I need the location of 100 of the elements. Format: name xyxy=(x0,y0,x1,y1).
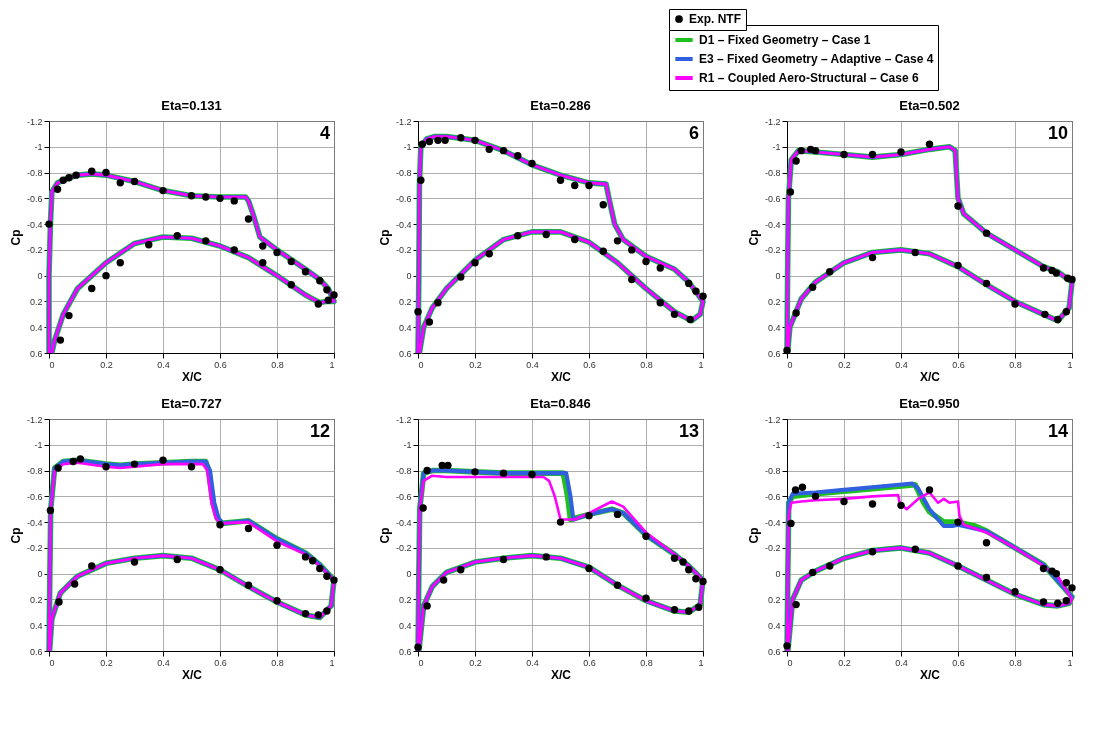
chart-title: Eta=0.131 xyxy=(161,98,222,113)
y-tick-label: 0.2 xyxy=(29,296,43,307)
x-tick-label: 0.8 xyxy=(271,657,284,668)
y-tick-label: 0.6 xyxy=(767,646,781,657)
x-tick-label: 0.8 xyxy=(640,359,653,370)
y-tick-label: 0 xyxy=(406,271,412,282)
x-tick-label: 0.2 xyxy=(838,359,851,370)
y-tick-label: -0.6 xyxy=(26,491,43,502)
chart-title: Eta=0.846 xyxy=(530,396,591,411)
y-tick-label: -1.2 xyxy=(26,116,43,127)
y-tick-label: 0.4 xyxy=(398,620,412,631)
x-tick-label: 0 xyxy=(49,359,55,370)
y-tick-label: -0.4 xyxy=(764,219,781,230)
chart-title: Eta=0.502 xyxy=(899,98,960,113)
y-tick-label: -0.6 xyxy=(26,193,43,204)
x-tick-label: 0.8 xyxy=(271,359,284,370)
x-tick-label: 0.4 xyxy=(157,359,170,370)
y-tick-label: 0.2 xyxy=(767,594,781,605)
y-axis-title: Cp xyxy=(746,527,761,544)
y-tick-label: 0 xyxy=(775,569,781,580)
x-axis-title: X/C xyxy=(181,369,203,384)
y-tick-label: -1.2 xyxy=(395,116,412,127)
x-tick-label: 1 xyxy=(329,657,335,668)
x-tick-label: 1 xyxy=(329,359,335,370)
x-tick-label: 0 xyxy=(418,359,424,370)
y-tick-label: 0.6 xyxy=(767,348,781,359)
y-tick-label: 0.6 xyxy=(398,348,412,359)
y-tick-label: -1 xyxy=(403,440,412,451)
y-tick-label: -0.8 xyxy=(764,168,781,179)
y-tick-label: 0 xyxy=(37,569,43,580)
y-tick-label: -0.8 xyxy=(764,466,781,477)
x-tick-label: 0.2 xyxy=(469,359,482,370)
x-tick-label: 0.2 xyxy=(469,657,482,668)
y-tick-label: -1.2 xyxy=(764,116,781,127)
y-tick-label: 0.4 xyxy=(29,322,43,333)
y-tick-label: -0.6 xyxy=(764,193,781,204)
x-tick-label: 0 xyxy=(787,359,793,370)
y-tick-label: -1.2 xyxy=(26,414,43,425)
x-tick-label: 0 xyxy=(418,657,424,668)
y-tick-label: -0.2 xyxy=(26,543,43,554)
y-axis-title: Cp xyxy=(377,229,392,246)
y-axis-title: Cp xyxy=(8,527,23,544)
x-axis-title: X/C xyxy=(181,667,203,682)
x-tick-label: 0.6 xyxy=(952,657,965,668)
legend-label: E3 – Fixed Geometry – Adaptive – Case 4 xyxy=(699,52,934,66)
legend-label: R1 – Coupled Aero-Structural – Case 6 xyxy=(699,71,919,85)
y-tick-label: 0.6 xyxy=(29,348,43,359)
legend-label: D1 – Fixed Geometry – Case 1 xyxy=(699,33,871,47)
y-tick-label: -0.4 xyxy=(26,219,43,230)
y-tick-label: 0.2 xyxy=(29,594,43,605)
x-axis-title: X/C xyxy=(919,667,941,682)
x-tick-label: 0.6 xyxy=(214,657,227,668)
y-tick-label: -0.2 xyxy=(26,245,43,256)
y-axis-title: Cp xyxy=(8,229,23,246)
y-tick-label: 0.2 xyxy=(398,296,412,307)
x-axis-title: X/C xyxy=(919,369,941,384)
y-tick-label: -0.6 xyxy=(764,491,781,502)
chart-title: Eta=0.950 xyxy=(899,396,960,411)
y-tick-label: -0.8 xyxy=(395,466,412,477)
y-tick-label: -0.4 xyxy=(26,517,43,528)
x-tick-label: 0.6 xyxy=(583,657,596,668)
annotation: 14 xyxy=(1047,421,1068,441)
y-tick-label: -0.4 xyxy=(764,517,781,528)
chart-title: Eta=0.286 xyxy=(530,98,591,113)
x-tick-label: 0.4 xyxy=(157,657,170,668)
y-tick-label: -0.4 xyxy=(395,219,412,230)
x-tick-label: 0.6 xyxy=(583,359,596,370)
y-tick-label: 0.6 xyxy=(398,646,412,657)
y-tick-label: -1.2 xyxy=(764,414,781,425)
x-tick-label: 1 xyxy=(698,359,704,370)
y-tick-label: -1 xyxy=(34,142,43,153)
y-tick-label: -1.2 xyxy=(395,414,412,425)
x-tick-label: 0.8 xyxy=(1009,359,1022,370)
y-tick-label: -0.2 xyxy=(395,245,412,256)
y-tick-label: 0 xyxy=(37,271,43,282)
y-tick-label: -0.8 xyxy=(26,168,43,179)
x-axis-title: X/C xyxy=(550,667,572,682)
y-tick-label: -0.8 xyxy=(395,168,412,179)
chart-title: Eta=0.727 xyxy=(161,396,222,411)
y-tick-label: 0.4 xyxy=(398,322,412,333)
y-tick-label: 0.6 xyxy=(29,646,43,657)
y-tick-label: -0.8 xyxy=(26,466,43,477)
y-axis-title: Cp xyxy=(746,229,761,246)
x-tick-label: 0.6 xyxy=(952,359,965,370)
y-tick-label: 0 xyxy=(406,569,412,580)
y-tick-label: -0.2 xyxy=(764,543,781,554)
x-tick-label: 1 xyxy=(1067,657,1073,668)
x-tick-label: 0.8 xyxy=(1009,657,1022,668)
y-tick-label: -1 xyxy=(772,142,781,153)
x-tick-label: 0.2 xyxy=(100,657,113,668)
y-tick-label: -0.2 xyxy=(764,245,781,256)
y-tick-label: -0.4 xyxy=(395,517,412,528)
x-tick-label: 1 xyxy=(1067,359,1073,370)
y-tick-label: -0.2 xyxy=(395,543,412,554)
x-tick-label: 0 xyxy=(787,657,793,668)
x-tick-label: 0.4 xyxy=(526,359,539,370)
y-tick-label: 0.4 xyxy=(767,322,781,333)
x-tick-label: 0 xyxy=(49,657,55,668)
x-tick-label: 0.4 xyxy=(526,657,539,668)
y-tick-label: 0 xyxy=(775,271,781,282)
